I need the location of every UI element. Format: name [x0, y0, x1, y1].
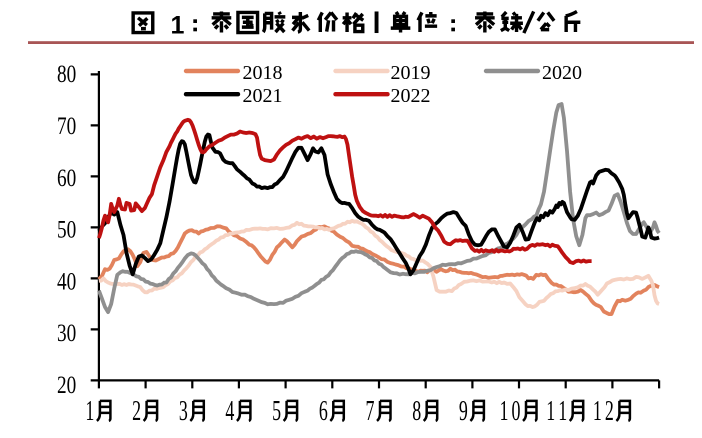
svg-text:60: 60 [57, 163, 76, 191]
svg-text:20: 20 [57, 371, 76, 399]
svg-text:70: 70 [57, 112, 76, 140]
svg-text:4: 4 [225, 396, 234, 427]
svg-text:80: 80 [57, 60, 76, 88]
svg-text:2018: 2018 [243, 62, 283, 84]
svg-text:1: 1 [171, 12, 185, 40]
svg-text:1: 1 [593, 396, 602, 427]
svg-text:7: 7 [366, 396, 375, 427]
svg-text:2022: 2022 [391, 85, 431, 107]
svg-text:1: 1 [85, 396, 94, 427]
svg-text:8: 8 [412, 396, 421, 427]
svg-text:40: 40 [57, 267, 76, 295]
svg-text:5: 5 [272, 396, 281, 427]
svg-text:2021: 2021 [243, 85, 283, 107]
svg-text:2: 2 [132, 396, 141, 427]
svg-text:2: 2 [605, 396, 614, 427]
svg-text:9: 9 [459, 396, 468, 427]
svg-text:1: 1 [558, 396, 567, 427]
svg-text:1: 1 [500, 396, 509, 427]
svg-text:6: 6 [319, 396, 328, 427]
svg-text:3: 3 [179, 396, 188, 427]
svg-text:2020: 2020 [542, 62, 582, 84]
svg-text:2019: 2019 [391, 62, 431, 84]
svg-text:1: 1 [546, 396, 555, 427]
svg-text:30: 30 [57, 319, 76, 347]
svg-text:50: 50 [57, 215, 76, 243]
svg-text:0: 0 [512, 396, 521, 427]
